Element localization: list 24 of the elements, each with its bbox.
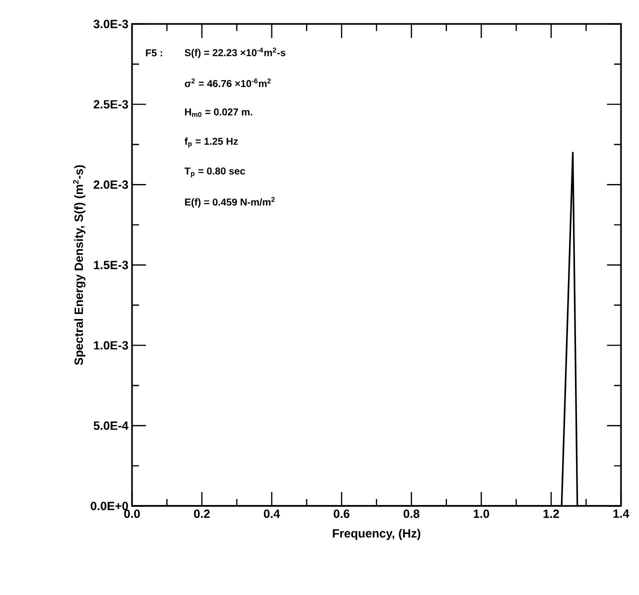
x-tick-label: 1.4 xyxy=(613,510,630,518)
annotation: σ$^{2}$ = 46.76 ×10$^{-6}$m$^{2}$ xyxy=(184,78,271,88)
annotation: F5 : xyxy=(146,49,162,56)
x-tick-label: 0.4 xyxy=(264,510,280,518)
x-tick-label: 0.6 xyxy=(334,510,350,518)
x-tick-label: 0.2 xyxy=(194,510,210,518)
y-tick-label: 1.5E-3 xyxy=(94,260,128,270)
x-tick-label: 0.0 xyxy=(124,510,140,518)
annotation: S(f) = 22.23 ×10$^{-4}$m$^{2}$-s xyxy=(184,48,286,58)
x-axis-title: Frequency, (Hz) xyxy=(332,528,420,540)
annotation: T$_{p}$ = 0.80 sec xyxy=(184,167,246,178)
x-tick-label: 1.0 xyxy=(474,510,490,518)
y-tick-label: 2.5E-3 xyxy=(94,100,128,109)
y-tick-label: 3.0E-3 xyxy=(94,20,128,28)
x-tick-label: 1.2 xyxy=(544,510,559,518)
y-tick-label: 1.0E-3 xyxy=(94,341,128,350)
y-tick-label: 2.0E-3 xyxy=(94,180,128,189)
annotation: f$_{p}$ = 1.25 Hz xyxy=(184,137,238,148)
annotation: H$_{m0}$ = 0.027 m. xyxy=(185,108,252,117)
y-tick-label: 0.0E+0 xyxy=(90,502,128,510)
y-axis-title: Spectral Energy Density, S(f) (m$^{2}$-s) xyxy=(72,165,86,365)
annotation: E(f) = 0.459 N-m/m$^{2}$ xyxy=(185,197,275,208)
x-tick-label: 0.8 xyxy=(404,510,420,518)
y-tick-label: 5.0E-4 xyxy=(94,421,128,430)
